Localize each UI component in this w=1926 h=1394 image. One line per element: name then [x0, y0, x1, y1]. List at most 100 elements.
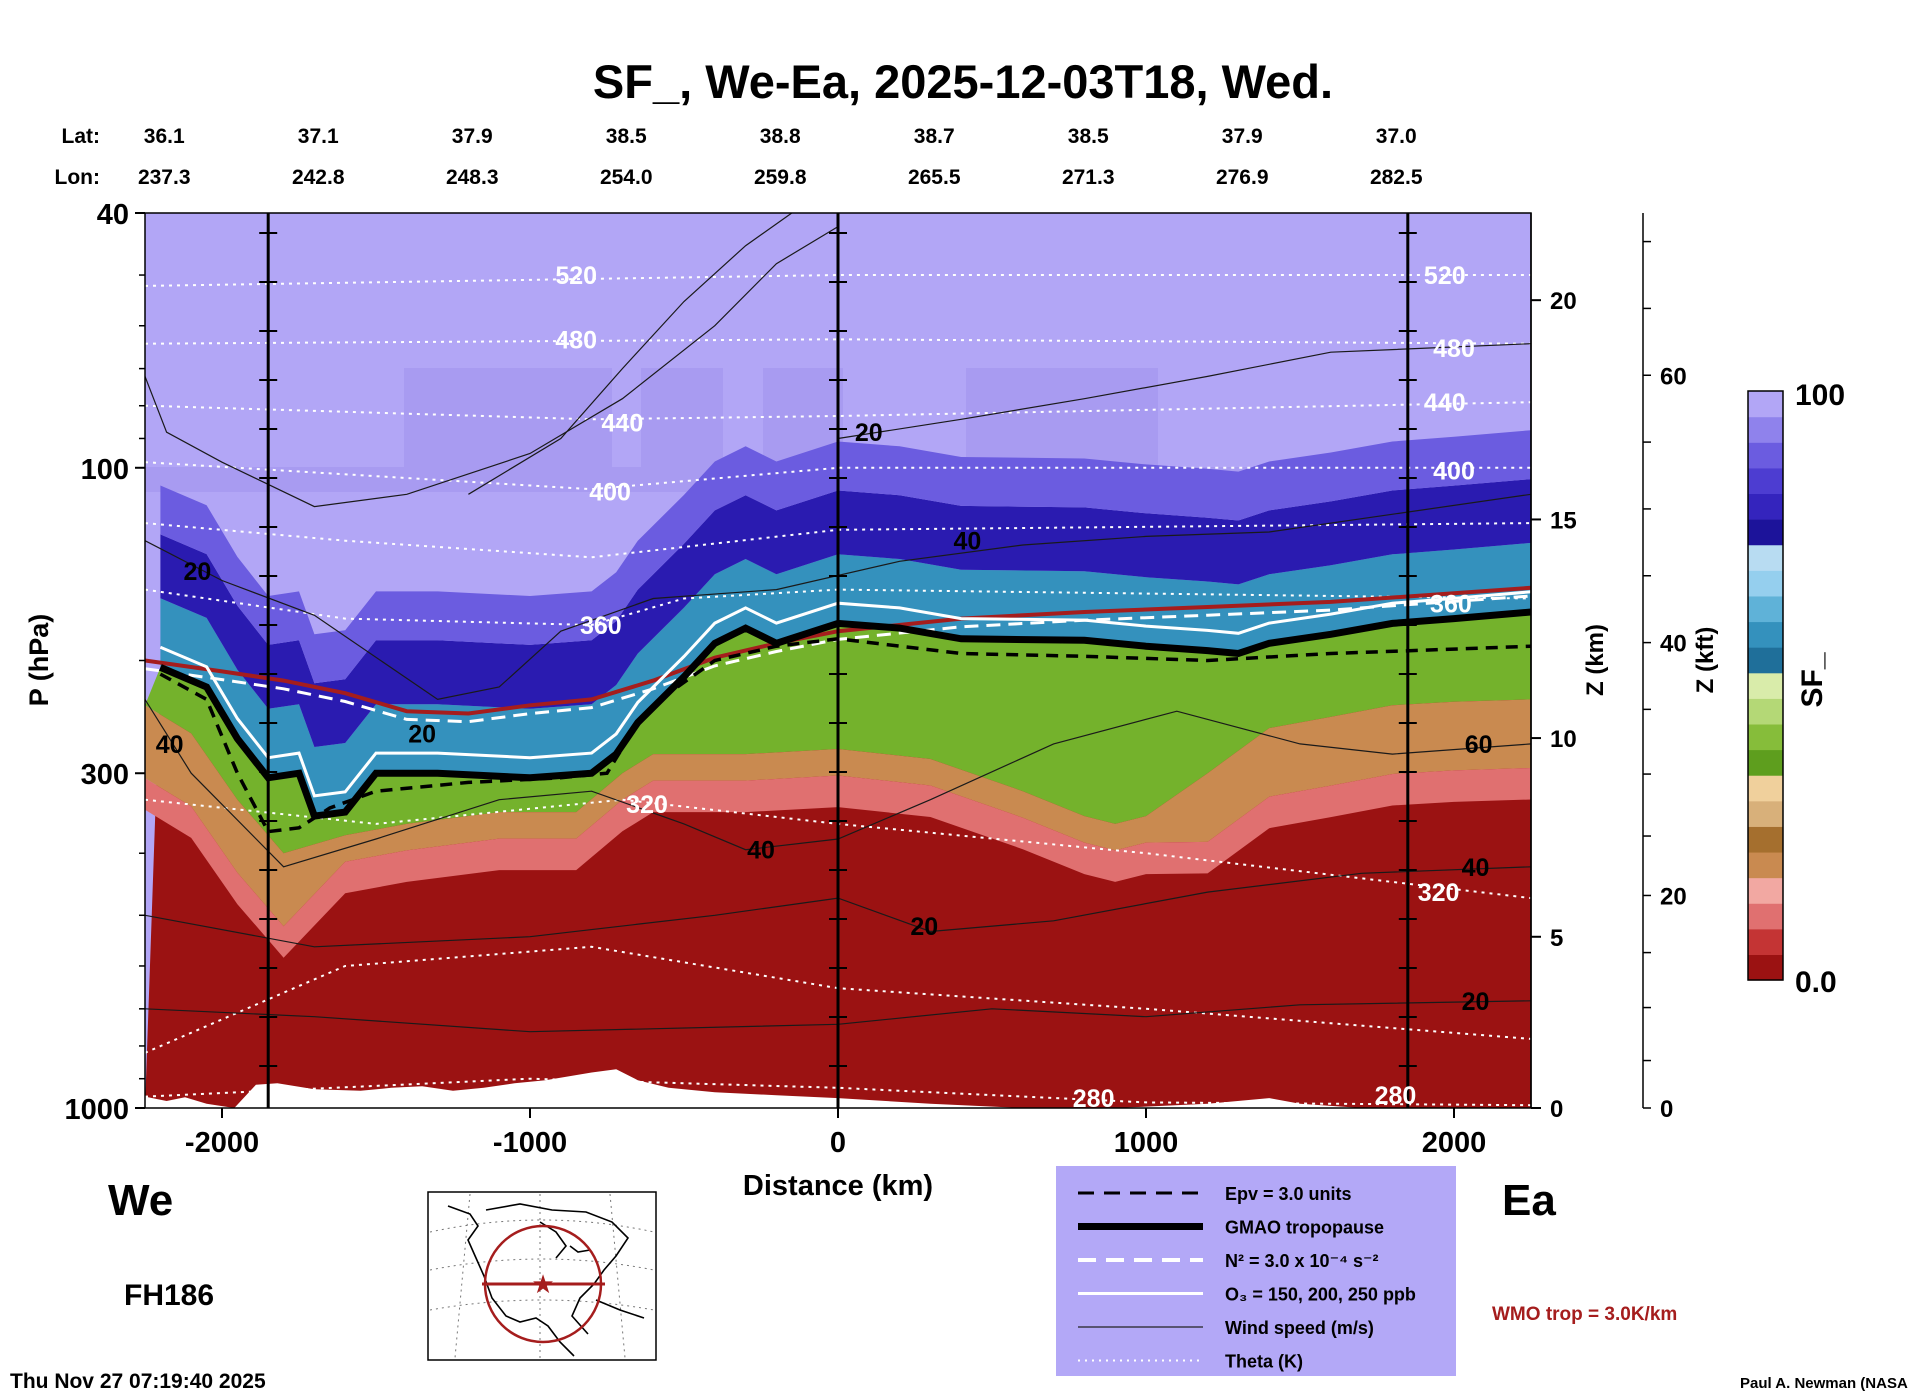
wind-label: 40	[1462, 854, 1490, 882]
colorbar-swatch	[1748, 698, 1783, 725]
chart-title: SF_, We-Ea, 2025-12-03T18, Wed.	[593, 55, 1333, 108]
tropopause-blue-layer	[160, 542, 1531, 817]
gmao-tropopause-line	[159, 608, 1531, 820]
lat-value: 37.9	[452, 125, 493, 148]
z-km-tick-label: 15	[1550, 507, 1577, 534]
stratosphere-deep-blue-layer	[160, 479, 1531, 747]
y-tick-label: 100	[81, 454, 129, 486]
wind-label: 40	[747, 837, 775, 865]
z-km-tick-label: 5	[1550, 925, 1563, 952]
wind-label: 20	[1462, 988, 1490, 1016]
colorbar-swatch	[1748, 570, 1783, 597]
lat-lon-header: Lat: Lon: 36.1 237.3 37.1 242.8 37.9 248.3 38.…	[55, 125, 1423, 189]
lat-value: 38.5	[1068, 125, 1109, 148]
theta-label: 480	[1433, 335, 1475, 363]
colorbar-swatch	[1748, 442, 1783, 469]
colorbar-swatch	[1748, 467, 1783, 495]
theta-label: 360	[580, 612, 622, 640]
z-kft-tick-label: 40	[1660, 631, 1687, 658]
colorbar-swatch	[1748, 903, 1783, 930]
wind-contour	[145, 226, 839, 508]
z-kft-label: Z (kft)	[1692, 627, 1719, 694]
legend-label: Theta (K)	[1225, 1352, 1303, 1372]
colorbar-swatch	[1748, 954, 1783, 981]
wmo-tropopause-line	[145, 585, 1531, 716]
plot-area: 520 520 480 480 440 440 400 400 360 360 320 320 280 2…	[145, 213, 1531, 1110]
tropospheric-tan-layer	[145, 699, 1531, 927]
ozone-contour-line	[159, 590, 1531, 798]
wind-label: 20	[910, 913, 938, 941]
lon-value: 259.8	[754, 166, 807, 189]
lat-value: 38.7	[914, 125, 955, 148]
credit: Paul A. Newman (NASA	[1740, 1375, 1908, 1392]
wind-contour	[145, 866, 1531, 948]
z-kft-tick-label: 0	[1660, 1096, 1673, 1123]
wind-contour	[468, 213, 793, 495]
colorbar-swatch	[1748, 851, 1783, 879]
theta-labels: 520 520 480 480 440 440 400 400 360 360 320 320 280 2…	[555, 262, 1475, 1110]
colorbar-frame	[1747, 390, 1784, 981]
wind-contours	[145, 213, 1531, 1033]
x-tick-label: 1000	[1114, 1127, 1179, 1159]
lon-header-label: Lon:	[55, 166, 100, 189]
theta-label: 360	[1430, 591, 1472, 619]
lat-value: 37.0	[1376, 125, 1417, 148]
y-tick-label: 300	[81, 759, 129, 791]
theta-label: 520	[1424, 262, 1466, 290]
x-axis-label: Distance (km)	[743, 1170, 933, 1202]
location-map: ★	[427, 1191, 657, 1361]
lon-value: 254.0	[600, 166, 653, 189]
z-km-label: Z (km)	[1582, 624, 1609, 696]
z-kft-tick-label: 60	[1660, 363, 1687, 390]
lon-value: 282.5	[1370, 166, 1423, 189]
y-tick-label: 40	[97, 199, 129, 231]
colorbar-swatch	[1748, 800, 1783, 827]
theta-contour	[145, 798, 1531, 900]
legend-label: O₃ = 150, 200, 250 ppb	[1225, 1285, 1416, 1305]
z-km-tick-label: 20	[1550, 288, 1577, 315]
theta-label: 320	[626, 791, 668, 819]
west-label: We	[108, 1176, 173, 1225]
theta-label: 440	[602, 410, 644, 438]
colorbar-swatch	[1748, 749, 1783, 776]
y-axis: 40 100 300 1000	[64, 199, 145, 1126]
x-tick-label: 0	[830, 1127, 846, 1159]
wind-contour	[145, 699, 1531, 868]
theta-label: 400	[589, 479, 631, 507]
wind-label: 40	[156, 731, 184, 759]
lon-value: 265.5	[908, 166, 961, 189]
colorbar-swatch	[1748, 672, 1783, 699]
theta-label: 440	[1424, 389, 1466, 417]
z-km-tick-label: 10	[1550, 726, 1577, 753]
colorbar-swatch	[1748, 519, 1783, 546]
wind-label: 60	[1465, 731, 1493, 759]
shaded-block	[404, 368, 612, 492]
colorbar-swatch	[1748, 775, 1783, 802]
theta-label: 280	[1375, 1082, 1417, 1110]
x-tick-label: -2000	[185, 1127, 259, 1159]
lon-value: 242.8	[292, 166, 345, 189]
colorbar-min-label: 0.0	[1795, 966, 1837, 999]
theta-label: 320	[1418, 879, 1460, 907]
legend-label: GMAO tropopause	[1225, 1218, 1384, 1238]
lon-value: 237.3	[138, 166, 191, 189]
y-axis-label: P (hPa)	[24, 614, 54, 707]
colorbar-swatch	[1748, 416, 1783, 443]
lat-value: 36.1	[144, 125, 185, 148]
wind-label: 20	[855, 419, 883, 447]
z-kft-axis: 0 20 40 60	[1642, 213, 1687, 1123]
z-km-tick-label: 0	[1550, 1096, 1563, 1123]
theta-contour	[145, 461, 1531, 491]
tropopause-lines	[145, 585, 1531, 834]
x-tick-label: -1000	[493, 1127, 567, 1159]
lon-value: 271.3	[1062, 166, 1115, 189]
forecast-hour: FH186	[124, 1279, 214, 1312]
wind-label: 20	[408, 720, 436, 748]
east-label: Ea	[1502, 1176, 1556, 1225]
colorbar-max-label: 100	[1795, 379, 1845, 412]
colorbar-swatch	[1748, 595, 1783, 623]
theta-label: 480	[555, 326, 597, 354]
z-km-axis: 0 5 10 15 20	[1530, 213, 1577, 1123]
stratosphere-violet-layer	[160, 430, 1531, 684]
